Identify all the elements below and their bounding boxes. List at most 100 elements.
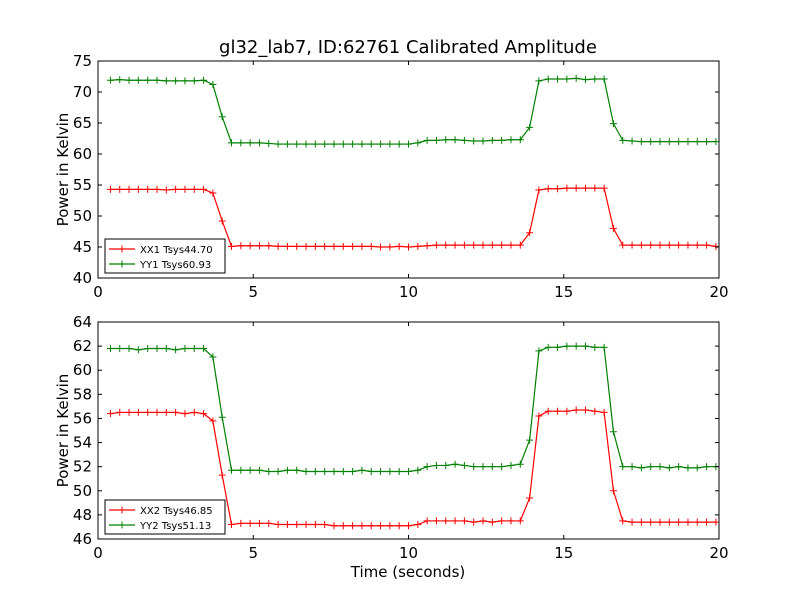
data-point (218, 113, 226, 121)
data-point (228, 242, 236, 250)
legend-box (104, 238, 226, 274)
x-tick-label: 20 (709, 544, 728, 562)
data-point (311, 140, 319, 148)
data-point (591, 184, 599, 192)
data-point (125, 76, 133, 84)
data-point (591, 75, 599, 83)
data-point (451, 517, 459, 525)
data-point (367, 467, 375, 475)
data-point (647, 138, 655, 146)
data-point (125, 408, 133, 416)
data-point (516, 460, 524, 468)
data-point (255, 519, 263, 527)
y-tick-label: 54 (73, 434, 92, 452)
data-point (349, 522, 357, 530)
data-point (255, 466, 263, 474)
data-point (367, 242, 375, 250)
data-point (470, 137, 478, 145)
data-point (628, 137, 636, 145)
data-point (535, 77, 543, 85)
data-point (330, 242, 338, 250)
data-point (153, 345, 161, 353)
data-point (181, 410, 189, 418)
legend-label: YY2 Tsys51.13 (139, 521, 211, 532)
data-point (172, 408, 180, 416)
data-point (609, 120, 617, 128)
data-point (423, 136, 431, 144)
y-tick-label: 45 (73, 238, 92, 256)
data-point (405, 243, 412, 251)
data-point (405, 467, 412, 475)
data-point (535, 347, 543, 355)
data-point (563, 407, 571, 415)
data-point (581, 76, 589, 84)
data-point (498, 517, 506, 525)
data-point (349, 467, 357, 475)
data-point (330, 522, 338, 530)
data-point (647, 463, 655, 471)
data-point (200, 410, 208, 418)
data-point (134, 408, 142, 416)
data-point (609, 487, 617, 495)
data-point (237, 466, 245, 474)
data-point (675, 518, 683, 526)
data-point (665, 241, 673, 249)
data-point (507, 461, 515, 469)
data-point (134, 346, 142, 354)
legend-label: YY1 Tsys60.93 (139, 260, 211, 271)
data-point (321, 242, 329, 250)
data-point (106, 345, 114, 353)
data-point (516, 136, 524, 144)
y-tick-label: 56 (73, 409, 92, 427)
data-point (293, 140, 301, 148)
y-tick-label: 48 (73, 506, 92, 524)
data-point (283, 242, 291, 250)
data-point (507, 136, 515, 144)
data-point (246, 139, 254, 147)
data-point (656, 241, 664, 249)
data-point (516, 241, 524, 249)
data-point (209, 417, 217, 425)
data-point (237, 242, 245, 250)
data-point (339, 467, 347, 475)
data-point (414, 466, 422, 474)
data-point (162, 186, 170, 194)
data-point (162, 77, 170, 85)
data-point (600, 75, 608, 83)
data-point (470, 241, 478, 249)
data-point (134, 185, 142, 193)
data-point (283, 140, 291, 148)
data-point (619, 241, 627, 249)
data-point (255, 139, 263, 147)
data-point (172, 346, 180, 354)
legend-label: XX1 Tsys44.70 (140, 245, 213, 256)
x-tick-label: 15 (554, 283, 573, 301)
data-point (293, 466, 301, 474)
data-point (665, 518, 673, 526)
data-point (554, 407, 562, 415)
data-point (675, 241, 683, 249)
data-point (172, 77, 180, 85)
data-point (274, 521, 282, 529)
data-point (209, 81, 217, 89)
data-point (405, 140, 412, 148)
data-point (330, 140, 338, 148)
data-point (386, 140, 394, 148)
data-point (358, 140, 366, 148)
data-point (153, 408, 161, 416)
data-point (656, 138, 664, 146)
data-point (526, 229, 534, 237)
data-point (274, 467, 282, 475)
y-tick-label: 50 (73, 482, 92, 500)
data-point (516, 517, 524, 525)
data-point (572, 342, 580, 350)
legend-marker (118, 506, 126, 514)
data-point (377, 522, 385, 530)
data-point (488, 241, 496, 249)
data-point (693, 241, 701, 249)
data-point (405, 522, 412, 530)
data-point (414, 139, 422, 147)
data-point (488, 463, 496, 471)
data-point (712, 242, 720, 250)
data-point (358, 242, 366, 250)
